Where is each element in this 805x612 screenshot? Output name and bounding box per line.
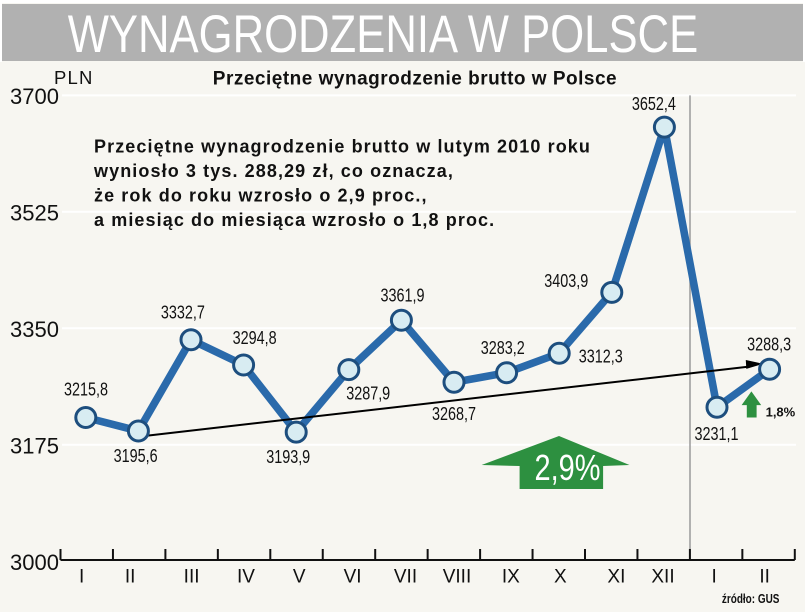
svg-text:że rok do roku wzrosło o 2,9 p: że rok do roku wzrosło o 2,9 proc., <box>94 186 428 206</box>
svg-text:PLN: PLN <box>54 67 94 88</box>
svg-text:1,8%: 1,8% <box>766 405 796 420</box>
svg-text:I: I <box>79 566 84 587</box>
svg-text:3312,3: 3312,3 <box>579 347 623 367</box>
svg-text:II: II <box>125 566 136 587</box>
svg-text:II: II <box>759 566 770 587</box>
svg-text:3193,9: 3193,9 <box>266 447 310 467</box>
svg-text:3700: 3700 <box>10 84 59 109</box>
svg-text:3231,1: 3231,1 <box>695 424 739 444</box>
svg-text:3215,8: 3215,8 <box>64 380 108 400</box>
svg-text:wyniosło 3 tys. 288,29 zł, co: wyniosło 3 tys. 288,29 zł, co oznacza, <box>93 161 454 181</box>
svg-text:V: V <box>293 566 306 587</box>
svg-text:VI: VI <box>344 566 362 587</box>
svg-text:X: X <box>554 566 567 587</box>
svg-text:WYNAGRODZENIA W POLSCE: WYNAGRODZENIA W POLSCE <box>68 5 699 64</box>
svg-text:3175: 3175 <box>10 433 59 458</box>
svg-text:III: III <box>184 566 200 587</box>
svg-text:3288,3: 3288,3 <box>747 335 791 355</box>
svg-text:3652,4: 3652,4 <box>632 94 676 114</box>
svg-text:3350: 3350 <box>10 317 59 342</box>
svg-text:3000: 3000 <box>10 550 59 575</box>
svg-text:3361,9: 3361,9 <box>381 285 425 305</box>
svg-text:IV: IV <box>237 566 255 587</box>
svg-text:3294,8: 3294,8 <box>233 328 277 348</box>
svg-text:3525: 3525 <box>10 200 59 225</box>
svg-text:3195,6: 3195,6 <box>114 446 158 466</box>
svg-text:2,9%: 2,9% <box>535 447 601 488</box>
svg-text:3283,2: 3283,2 <box>481 338 525 358</box>
svg-text:IX: IX <box>502 566 520 587</box>
svg-text:a miesiąc do miesiąca wzrosło: a miesiąc do miesiąca wzrosło o 1,8 proc… <box>94 210 495 230</box>
svg-text:Przeciętne wynagrodzenie brutt: Przeciętne wynagrodzenie brutto w lutym … <box>94 137 591 157</box>
svg-text:3403,9: 3403,9 <box>544 271 588 291</box>
svg-text:VIII: VIII <box>443 566 472 587</box>
svg-text:3287,9: 3287,9 <box>346 384 390 404</box>
svg-text:3332,7: 3332,7 <box>161 303 205 323</box>
svg-text:VII: VII <box>394 566 417 587</box>
svg-text:Przeciętne wynagrodzenie brutt: Przeciętne wynagrodzenie brutto w Polsce <box>213 69 617 90</box>
svg-text:XI: XI <box>607 566 625 587</box>
svg-text:3268,7: 3268,7 <box>432 404 476 424</box>
svg-text:I: I <box>711 566 716 587</box>
svg-text:źródło: GUS: źródło: GUS <box>722 592 780 606</box>
svg-text:XII: XII <box>651 566 674 587</box>
